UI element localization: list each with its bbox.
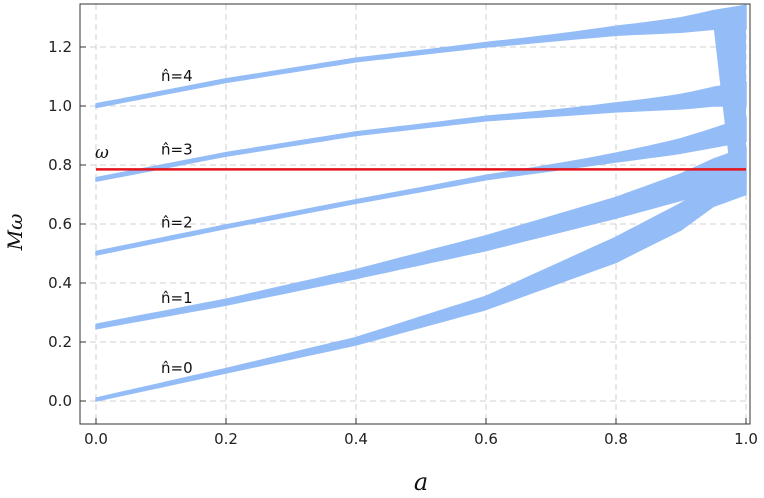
band-label-n4: n̂=4 [161,67,193,85]
bands [95,4,747,402]
x-tick-label: 0.0 [84,430,108,448]
band-label-n2: n̂=2 [161,214,193,232]
band-label-n1: n̂=1 [161,289,193,307]
y-tick-label: 0.2 [48,333,72,351]
y-axis-label: Mω [3,214,27,252]
y-tick-label: 1.0 [48,97,72,115]
y-tick-label: 0.0 [48,392,72,410]
x-tick-label: 0.6 [474,430,498,448]
y-tick-label: 1.2 [48,38,72,56]
x-tick-label: 0.4 [344,430,368,448]
band-labels: n̂=0 n̂=1 n̂=2 n̂=3 n̂=4 [161,67,193,377]
band-label-n0: n̂=0 [161,359,193,377]
omega-label: ω [95,143,109,163]
x-ticks: 0.0 0.2 0.4 0.6 0.8 1.0 [84,418,758,448]
y-tick-label: 0.6 [48,215,72,233]
y-ticks: 0.0 0.2 0.4 0.6 0.8 1.0 1.2 [48,38,86,410]
y-tick-label: 0.8 [48,156,72,174]
x-tick-label: 0.2 [214,430,238,448]
band-n4 [95,4,747,109]
band-n3 [95,81,747,182]
plot-frame [79,3,751,425]
x-axis-label: a [414,468,428,496]
y-tick-label: 0.4 [48,274,72,292]
band-cluster [713,26,746,195]
x-tick-label: 0.8 [604,430,628,448]
x-tick-label: 1.0 [734,430,758,448]
band-label-n3: n̂=3 [161,141,193,159]
